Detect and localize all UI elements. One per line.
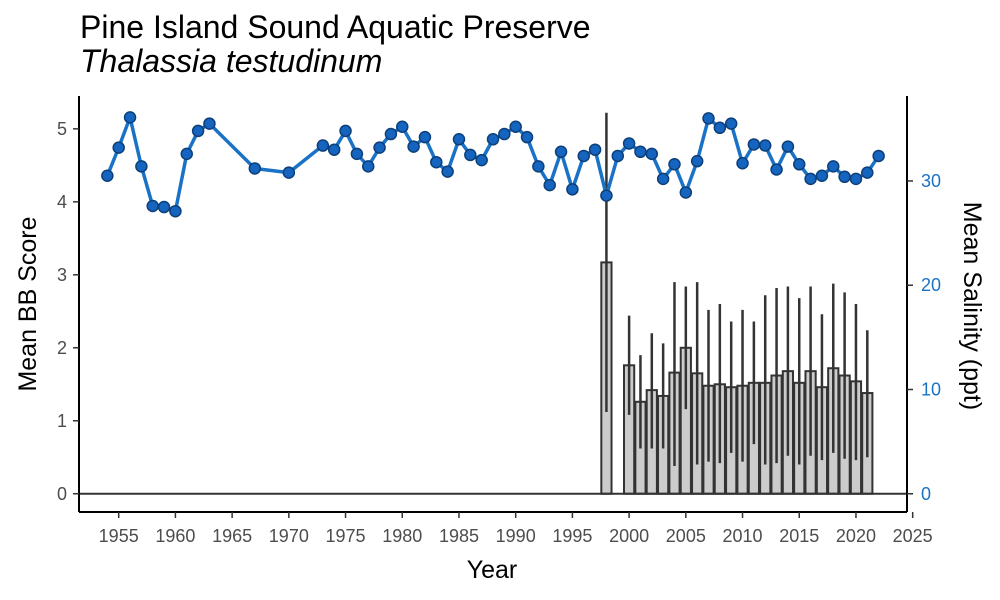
salinity-point-1973: [316, 139, 330, 152]
salinity-point-1961: [180, 147, 194, 161]
salinity-point-2017: [815, 169, 829, 183]
errorbars-layer: [605, 112, 869, 467]
chart-subtitle: Thalassia testudinum: [80, 43, 383, 79]
salinity-point-1976: [350, 147, 364, 161]
y-tick-label-0: 0: [57, 484, 67, 504]
salinity-point-1955: [112, 141, 125, 154]
salinity-point-1977: [361, 160, 375, 173]
y-tick-label-1: 1: [57, 411, 67, 431]
salinity-point-2005: [679, 186, 693, 199]
salinity-point-2012: [758, 139, 772, 152]
salinity-point-2004: [668, 158, 681, 171]
y2-tick-label-30: 30: [921, 171, 941, 191]
salinity-point-1998: [600, 189, 613, 202]
salinity-point-1989: [498, 127, 511, 141]
x-tick-label-1990: 1990: [496, 526, 536, 546]
y-axis-title: Mean BB Score: [14, 216, 42, 391]
x-tick-label-2025: 2025: [893, 526, 933, 546]
salinity-point-1957: [135, 160, 148, 173]
salinity-point-1978: [373, 141, 386, 154]
salinity-point-1975: [339, 124, 352, 138]
x-axis-title: Year: [467, 556, 518, 584]
salinity-point-1962: [191, 124, 205, 138]
salinity-point-2018: [827, 160, 840, 173]
salinity-point-2016: [804, 172, 817, 186]
salinity-point-1997: [588, 143, 602, 156]
salinity-point-1974: [327, 143, 341, 156]
salinity-point-1954: [101, 169, 114, 183]
salinity-point-2019: [838, 170, 851, 184]
salinity-point-1958: [146, 199, 159, 213]
salinity-point-2006: [690, 154, 704, 168]
salinity-point-1995: [566, 183, 579, 196]
salinity-point-1980: [396, 120, 409, 134]
salinity-point-2013: [770, 163, 783, 176]
salinity-point-1985: [452, 133, 466, 146]
salinity-point-1992: [532, 160, 545, 173]
salinity-point-1982: [418, 130, 432, 144]
y-tick-label-3: 3: [57, 265, 67, 285]
salinity-point-2001: [634, 145, 647, 159]
salinity-layer: [101, 111, 885, 218]
bars-layer: [600, 261, 874, 495]
salinity-point-2015: [792, 158, 806, 171]
axes-layer: 1955 1960 1965 1970 1975 1980 1985 1990 1995 2000…: [57, 96, 941, 546]
y2-tick-label-0: 0: [921, 484, 931, 504]
y-tick-label-5: 5: [57, 119, 67, 139]
y2-tick-label-20: 20: [921, 275, 941, 295]
salinity-point-1987: [475, 153, 488, 167]
salinity-point-2022: [872, 149, 885, 163]
salinity-point-2000: [622, 137, 636, 150]
salinity-point-2002: [645, 147, 659, 161]
x-tick-label-2015: 2015: [779, 526, 819, 546]
salinity-point-1956: [123, 111, 137, 124]
salinity-point-1981: [407, 140, 420, 153]
salinity-point-2014: [781, 140, 795, 153]
y2-tick-label-10: 10: [921, 379, 941, 399]
salinity-point-2021: [861, 166, 874, 179]
salinity-point-2011: [747, 138, 761, 151]
salinity-point-1984: [441, 165, 454, 178]
salinity-point-1993: [543, 178, 556, 192]
salinity-point-1994: [554, 145, 568, 159]
x-tick-label-2000: 2000: [609, 526, 649, 546]
salinity-point-2008: [713, 121, 727, 135]
x-tick-label-1960: 1960: [155, 526, 195, 546]
salinity-point-1988: [486, 133, 500, 146]
x-tick-label-1995: 1995: [552, 526, 592, 546]
salinity-point-2020: [849, 172, 863, 186]
salinity-point-1960: [169, 204, 182, 218]
salinity-point-1963: [203, 117, 216, 130]
x-tick-label-2020: 2020: [836, 526, 876, 546]
x-tick-label-1980: 1980: [382, 526, 422, 546]
x-tick-label-2005: 2005: [666, 526, 706, 546]
y-tick-label-4: 4: [57, 192, 67, 212]
salinity-point-1986: [464, 148, 477, 162]
salinity-point-2010: [736, 156, 749, 170]
y-tick-label-2: 2: [57, 338, 67, 358]
salinity-point-1996: [577, 149, 590, 163]
x-tick-label-1975: 1975: [326, 526, 366, 546]
salinity-point-1970: [282, 166, 296, 179]
x-tick-label-1985: 1985: [439, 526, 479, 546]
chart-title: Pine Island Sound Aquatic Preserve: [80, 9, 591, 45]
salinity-point-1990: [509, 120, 522, 134]
x-tick-label-1970: 1970: [269, 526, 309, 546]
salinity-point-2009: [724, 117, 738, 130]
salinity-line: [105, 115, 881, 213]
x-tick-label-1965: 1965: [212, 526, 252, 546]
salinity-point-2003: [656, 172, 670, 186]
x-tick-label-2010: 2010: [723, 526, 763, 546]
salinity-point-2007: [702, 112, 715, 125]
salinity-point-1991: [520, 130, 534, 144]
salinity-point-1959: [157, 200, 171, 214]
salinity-point-1983: [430, 155, 443, 169]
salinity-point-1999: [611, 149, 625, 163]
salinity-point-1967: [248, 162, 262, 175]
y2-axis-title: Mean Salinity (ppt): [958, 202, 986, 410]
x-tick-label-1955: 1955: [99, 526, 139, 546]
salinity-point-1979: [384, 127, 398, 141]
